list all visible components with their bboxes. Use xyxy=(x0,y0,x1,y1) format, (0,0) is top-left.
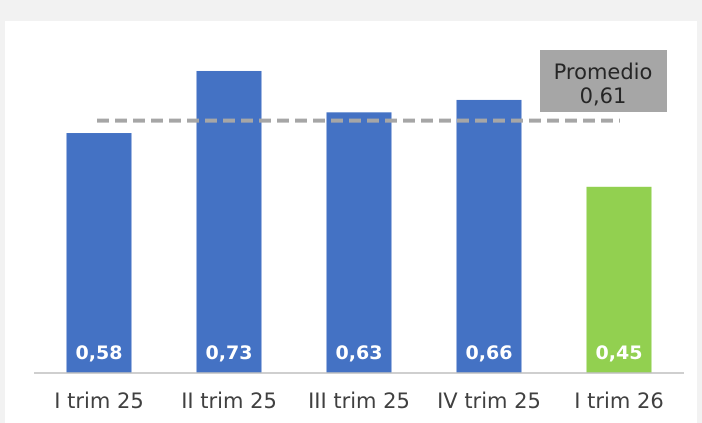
category-label: I trim 26 xyxy=(574,389,663,413)
bar xyxy=(196,70,262,374)
bar xyxy=(66,133,132,373)
bar xyxy=(456,99,522,374)
category-labels: I trim 25 II trim 25 III trim 25 IV trim 25… xyxy=(54,389,663,413)
bar-value-label: 0,63 xyxy=(336,342,383,364)
average-label-box xyxy=(540,50,667,112)
bar xyxy=(326,112,392,374)
bar-value-labels: 0,58 0,73 0,63 0,66 0,45 xyxy=(76,342,643,364)
bar-value-label: 0,58 xyxy=(76,342,123,364)
bar-value-label: 0,73 xyxy=(206,342,253,364)
category-label: III trim 25 xyxy=(308,389,410,413)
average-label: Promedio 0,61 xyxy=(540,50,667,112)
bar-value-label: 0,66 xyxy=(466,342,513,364)
category-label: I trim 25 xyxy=(54,389,143,413)
bar-value-label: 0,45 xyxy=(596,342,643,364)
category-label: IV trim 25 xyxy=(437,389,541,413)
bars-group xyxy=(66,70,652,374)
average-label-value: 0,61 xyxy=(580,84,627,108)
average-label-title: Promedio xyxy=(554,60,653,84)
category-label: II trim 25 xyxy=(181,389,277,413)
bar xyxy=(586,186,652,373)
